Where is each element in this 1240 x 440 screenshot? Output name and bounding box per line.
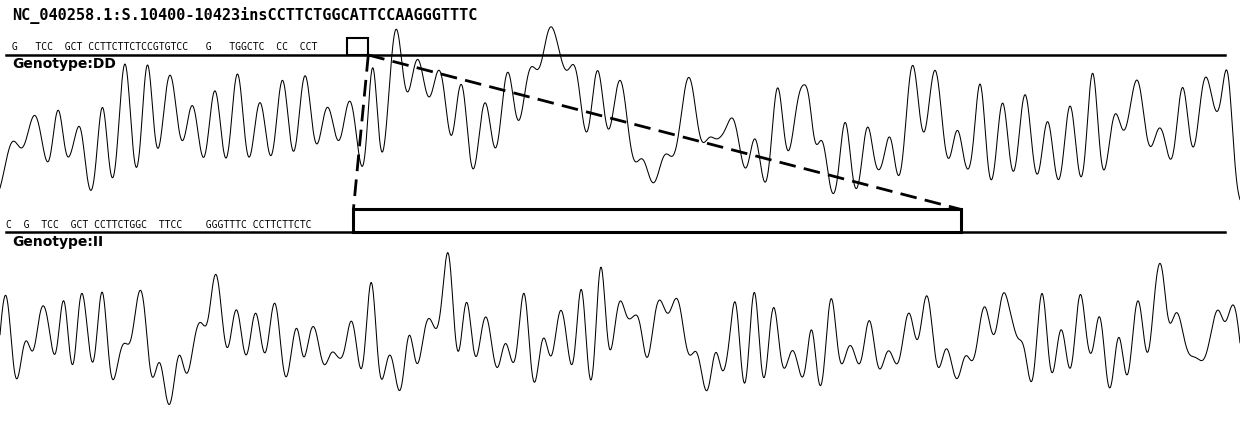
- Text: NC_040258.1:S.10400-10423insCCTTCTGGCATTCCAAGGGTTTC: NC_040258.1:S.10400-10423insCCTTCTGGCATT…: [12, 7, 477, 24]
- Text: G   TCC  GCT CCTTCTTCTCCGTGTCC   G   TGGCTC  CC  CCT: G TCC GCT CCTTCTTCTCCGTGTCC G TGGCTC CC …: [6, 42, 317, 52]
- Text: Genotype:II: Genotype:II: [12, 235, 103, 249]
- Text: Genotype:DD: Genotype:DD: [12, 57, 117, 71]
- Text: C  G  TCC  GCT CCTTCTGGC  TTCC    GGGTTTC CCTTCTTCTC: C G TCC GCT CCTTCTGGC TTCC GGGTTTC CCTTC…: [6, 220, 311, 230]
